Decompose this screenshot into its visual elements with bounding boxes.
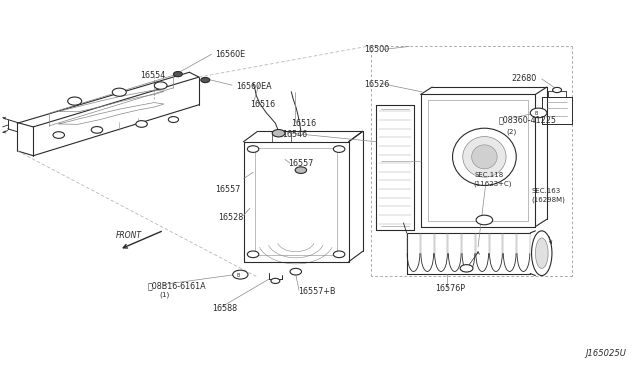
Circle shape	[247, 146, 259, 153]
Text: 16557: 16557	[288, 159, 314, 169]
Circle shape	[552, 87, 561, 93]
Circle shape	[168, 116, 179, 122]
Circle shape	[271, 278, 280, 283]
Text: SEC.118: SEC.118	[474, 172, 504, 178]
Text: B: B	[236, 273, 239, 278]
Text: Ⓑ08360-41225: Ⓑ08360-41225	[499, 115, 556, 124]
Text: 16588: 16588	[212, 304, 237, 313]
Circle shape	[233, 270, 248, 279]
Text: SEC.163: SEC.163	[532, 188, 561, 194]
Circle shape	[531, 108, 547, 118]
Circle shape	[333, 251, 345, 258]
Text: 16516: 16516	[250, 100, 275, 109]
Text: 16557: 16557	[215, 185, 240, 194]
Text: 16576P: 16576P	[435, 284, 465, 293]
Circle shape	[272, 129, 285, 137]
Circle shape	[201, 77, 210, 83]
Text: 22680: 22680	[511, 74, 536, 83]
Text: B: B	[534, 111, 538, 116]
Circle shape	[476, 215, 493, 225]
Text: 16526: 16526	[365, 80, 390, 89]
Text: (16298M): (16298M)	[532, 196, 565, 203]
Circle shape	[154, 82, 167, 89]
Text: 16557+B: 16557+B	[298, 287, 335, 296]
Text: 16500: 16500	[365, 45, 390, 54]
Circle shape	[295, 167, 307, 173]
Text: 16546: 16546	[282, 130, 307, 139]
Circle shape	[290, 268, 301, 275]
Text: 16516: 16516	[291, 119, 316, 128]
Circle shape	[68, 97, 82, 105]
Text: 16560EA: 16560EA	[236, 82, 271, 91]
Ellipse shape	[452, 128, 516, 186]
Circle shape	[333, 146, 345, 153]
Text: 16554: 16554	[140, 71, 166, 80]
Text: (1): (1)	[159, 292, 170, 298]
Circle shape	[173, 71, 182, 77]
Ellipse shape	[472, 145, 497, 169]
Circle shape	[112, 88, 126, 96]
Circle shape	[92, 126, 102, 133]
Circle shape	[136, 121, 147, 127]
Ellipse shape	[532, 231, 552, 276]
Ellipse shape	[463, 137, 506, 177]
Text: (2): (2)	[507, 128, 517, 135]
Text: 16560E: 16560E	[215, 51, 245, 60]
Circle shape	[53, 132, 65, 138]
Text: FRONT: FRONT	[116, 231, 142, 240]
Circle shape	[460, 264, 473, 272]
Ellipse shape	[536, 238, 548, 269]
Text: (11623+C): (11623+C)	[473, 181, 511, 187]
Text: Ⓑ08B16-6161A: Ⓑ08B16-6161A	[148, 281, 207, 290]
Circle shape	[247, 251, 259, 258]
Text: 16528: 16528	[218, 213, 243, 222]
Text: J165025U: J165025U	[585, 349, 626, 358]
